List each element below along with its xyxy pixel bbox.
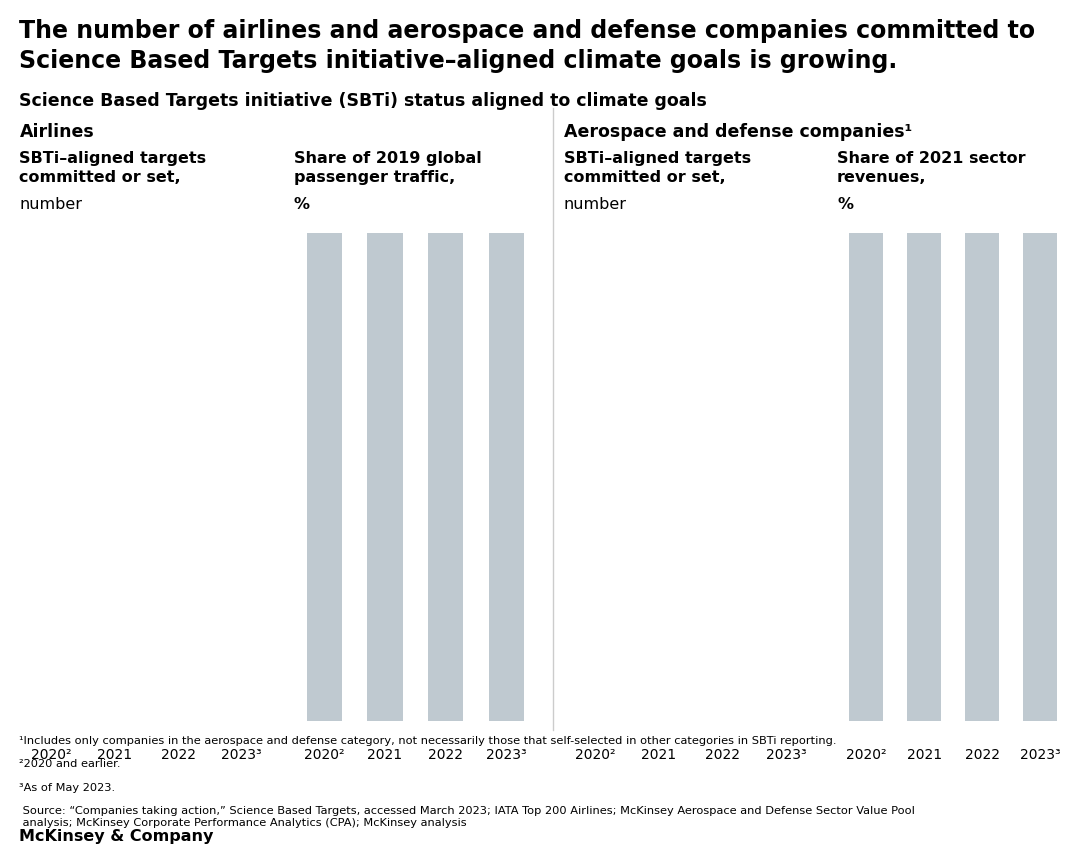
Text: %: %: [837, 197, 853, 212]
Bar: [307, 233, 341, 721]
Text: 2022: 2022: [428, 748, 463, 762]
Text: McKinsey & Company: McKinsey & Company: [19, 829, 214, 844]
Text: Share of 2019 global
passenger traffic,: Share of 2019 global passenger traffic,: [294, 151, 482, 186]
Text: SBTi–aligned targets
committed or set,: SBTi–aligned targets committed or set,: [19, 151, 206, 186]
Text: 2023³: 2023³: [221, 748, 261, 762]
Text: number: number: [564, 197, 626, 212]
Text: Science Based Targets initiative–aligned climate goals is growing.: Science Based Targets initiative–aligned…: [19, 49, 897, 73]
Text: The number of airlines and aerospace and defense companies committed to: The number of airlines and aerospace and…: [19, 19, 1036, 43]
Text: 2020²: 2020²: [303, 748, 345, 762]
Text: 2021: 2021: [97, 748, 132, 762]
Text: 2022: 2022: [161, 748, 195, 762]
Text: ¹Includes only companies in the aerospace and defense category, not necessarily : ¹Includes only companies in the aerospac…: [19, 736, 837, 746]
Text: Science Based Targets initiative (SBTi) status aligned to climate goals: Science Based Targets initiative (SBTi) …: [19, 92, 707, 111]
Text: number: number: [19, 197, 82, 212]
Bar: [966, 233, 999, 721]
Text: 2022: 2022: [964, 748, 1000, 762]
Text: Source: “Companies taking action,” Science Based Targets, accessed March 2023; I: Source: “Companies taking action,” Scien…: [19, 806, 916, 828]
Text: 2020²: 2020²: [576, 748, 616, 762]
Text: Aerospace and defense companies¹: Aerospace and defense companies¹: [564, 123, 912, 141]
Text: ³As of May 2023.: ³As of May 2023.: [19, 783, 116, 793]
Text: 2020²: 2020²: [31, 748, 71, 762]
Text: 2021: 2021: [642, 748, 676, 762]
Bar: [428, 233, 463, 721]
Text: Airlines: Airlines: [19, 123, 94, 141]
Text: SBTi–aligned targets
committed or set,: SBTi–aligned targets committed or set,: [564, 151, 751, 186]
Bar: [907, 233, 941, 721]
Text: 2023³: 2023³: [1020, 748, 1061, 762]
Text: 2023³: 2023³: [766, 748, 806, 762]
Text: 2022: 2022: [705, 748, 740, 762]
Text: %: %: [294, 197, 310, 212]
Bar: [367, 233, 403, 721]
Bar: [849, 233, 882, 721]
Text: Share of 2021 sector
revenues,: Share of 2021 sector revenues,: [837, 151, 1026, 186]
Bar: [1024, 233, 1057, 721]
Bar: [489, 233, 524, 721]
Text: 2023³: 2023³: [486, 748, 527, 762]
Text: 2021: 2021: [367, 748, 403, 762]
Text: 2020²: 2020²: [846, 748, 887, 762]
Text: ²2020 and earlier.: ²2020 and earlier.: [19, 759, 121, 770]
Text: 2021: 2021: [906, 748, 942, 762]
